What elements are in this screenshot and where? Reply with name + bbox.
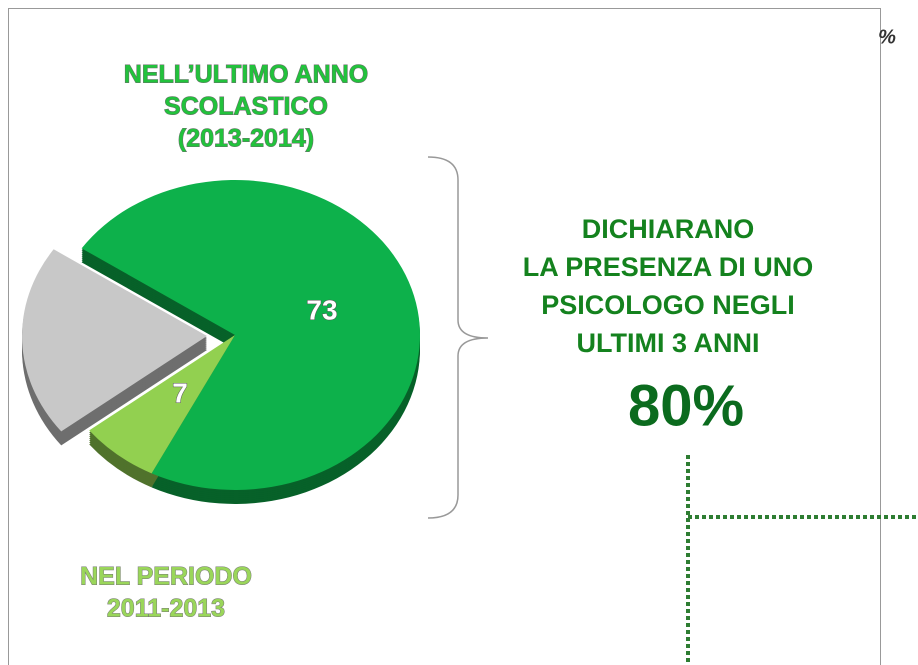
slice-label: 73 [306, 294, 337, 325]
bottom-caption: NEL PERIODO [80, 563, 252, 591]
dotted-connector [686, 455, 918, 665]
slice [22, 249, 208, 432]
right-caption: LA PRESENZA DI UNO [523, 252, 814, 282]
right-caption: DICHIARANO [582, 214, 755, 244]
total-value: 80% [628, 373, 744, 438]
top-caption: SCOLASTICO [164, 93, 328, 121]
top-caption: (2013-2014) [178, 125, 314, 153]
slice-label: 7 [172, 377, 188, 408]
right-caption: ULTIMI 3 ANNI [577, 328, 760, 358]
slice [81, 179, 421, 490]
bracket [427, 156, 489, 519]
pie [22, 179, 421, 504]
corner-text: % [878, 26, 896, 48]
slice [89, 335, 235, 474]
frame [8, 8, 881, 665]
bottom-caption: 2011-2013 [107, 595, 225, 623]
top-caption: NELL’ULTIMO ANNO [124, 61, 368, 89]
right-caption: PSICOLOGO NEGLI [541, 290, 795, 320]
